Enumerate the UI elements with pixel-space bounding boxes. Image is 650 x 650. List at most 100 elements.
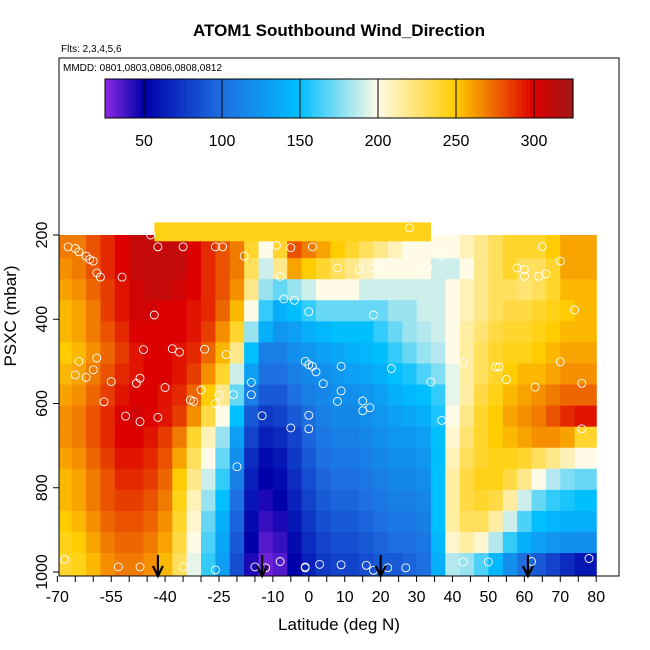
observation-point [63,242,73,252]
heatmap-cell [574,553,597,576]
heatmap-cell [301,279,317,301]
heatmap-cell [100,447,116,470]
heatmap-cell [531,489,547,512]
colorbar-segment [190,79,196,118]
heatmap-cell [445,363,461,386]
heatmap-cell [143,405,159,428]
heatmap-cell [416,321,432,344]
heatmap-cell [387,405,403,428]
colorbar-segment [171,79,176,118]
heatmap-cell [502,363,518,386]
colorbar-segment [276,79,282,118]
heatmap-cell [574,342,597,365]
heatmap-cell [186,426,202,449]
heatmap-cell [315,279,331,301]
heatmap-cell [488,258,504,280]
heatmap-cell [416,363,432,386]
heatmap-cell [114,363,130,386]
heatmap-cell [157,342,173,365]
colorbar-segment [522,79,527,118]
heatmap-cell [531,405,547,428]
heatmap-cell [416,510,432,533]
heatmap-cell [287,489,303,512]
observation-point [153,412,163,422]
heatmap-cell [517,447,533,470]
colorbar-segment [483,79,488,118]
colorbar-segment [514,79,519,118]
heatmap-cell [574,279,597,301]
colorbar-segment [339,79,344,118]
heatmap-cell [344,447,360,470]
colorbar-segment [534,79,539,118]
heatmap-cell [71,468,87,491]
y-axis: 200 400 600 800 1000 [34,222,59,590]
colorbar-segment [381,79,387,118]
heatmap-cell [244,384,260,407]
heatmap-cell [129,468,145,491]
heatmap-cell [71,321,87,344]
observation-point [88,256,98,266]
colorbar-segment [456,79,461,118]
heatmap-cell [445,384,461,407]
heatmap-cell [430,531,446,554]
colorbar-segment [350,79,356,118]
colorbar-segment [526,79,531,118]
colorbar-tick-label: 50 [135,133,153,150]
heatmap-cell [574,447,597,470]
colorbar-segment [440,79,445,118]
heatmap-cell [344,321,360,344]
heatmap-cell [430,321,446,344]
heatmap-cell [229,553,245,576]
heatmap-cell [100,342,116,365]
y-axis-label: PSXC (mbar) [1,265,20,366]
colorbar: 50 100 150 200 250 300 [104,78,574,150]
heatmap-cell [272,553,288,576]
heatmap-cell [387,300,403,322]
heatmap-cell [373,363,389,386]
heatmap-cell [459,405,475,428]
heatmap-cell [301,258,317,280]
observation-point [369,310,378,320]
heatmap-cell [272,405,288,428]
heatmap-cell [459,300,475,322]
observation-point [336,560,346,570]
colorbar-segment [358,79,363,118]
colorbar-segment [401,79,406,118]
observation-point [106,377,116,387]
heatmap-cell [315,468,331,491]
heatmap-cell [330,447,346,470]
observation-point [519,271,529,281]
heatmap-cell [545,342,561,365]
observation-point [239,251,249,261]
heatmap-cell [229,447,245,470]
colorbar-segment [541,79,547,118]
observation-point [483,557,493,567]
observation-point [365,403,375,413]
observation-point [149,310,159,320]
observation-point [494,362,504,372]
heatmap-cell [215,405,231,428]
heatmap-cell [488,300,504,322]
heatmap-cell [488,426,504,449]
heatmap-cell [430,468,446,491]
heatmap-cell [387,468,403,491]
observation-point [275,271,285,281]
heatmap-cell [531,300,547,322]
heatmap-cell [86,531,102,554]
heatmap-cell [86,384,102,407]
observation-point [113,562,123,572]
heatmap-cell [545,405,561,428]
heatmap-cell [488,342,504,365]
heatmap-cell [445,426,461,449]
heatmap-cell [301,426,317,449]
heatmap-cell [474,489,490,512]
heatmap-cell [402,553,418,576]
heatmap-cell [560,235,576,259]
heatmap-cell [258,384,274,407]
heatmap-cell [301,342,317,365]
heatmap-cell [100,300,116,322]
heatmap-cell [474,553,490,576]
heatmap-cell [359,300,375,322]
heatmap-cell [459,447,475,470]
heatmap-cell [474,468,490,491]
